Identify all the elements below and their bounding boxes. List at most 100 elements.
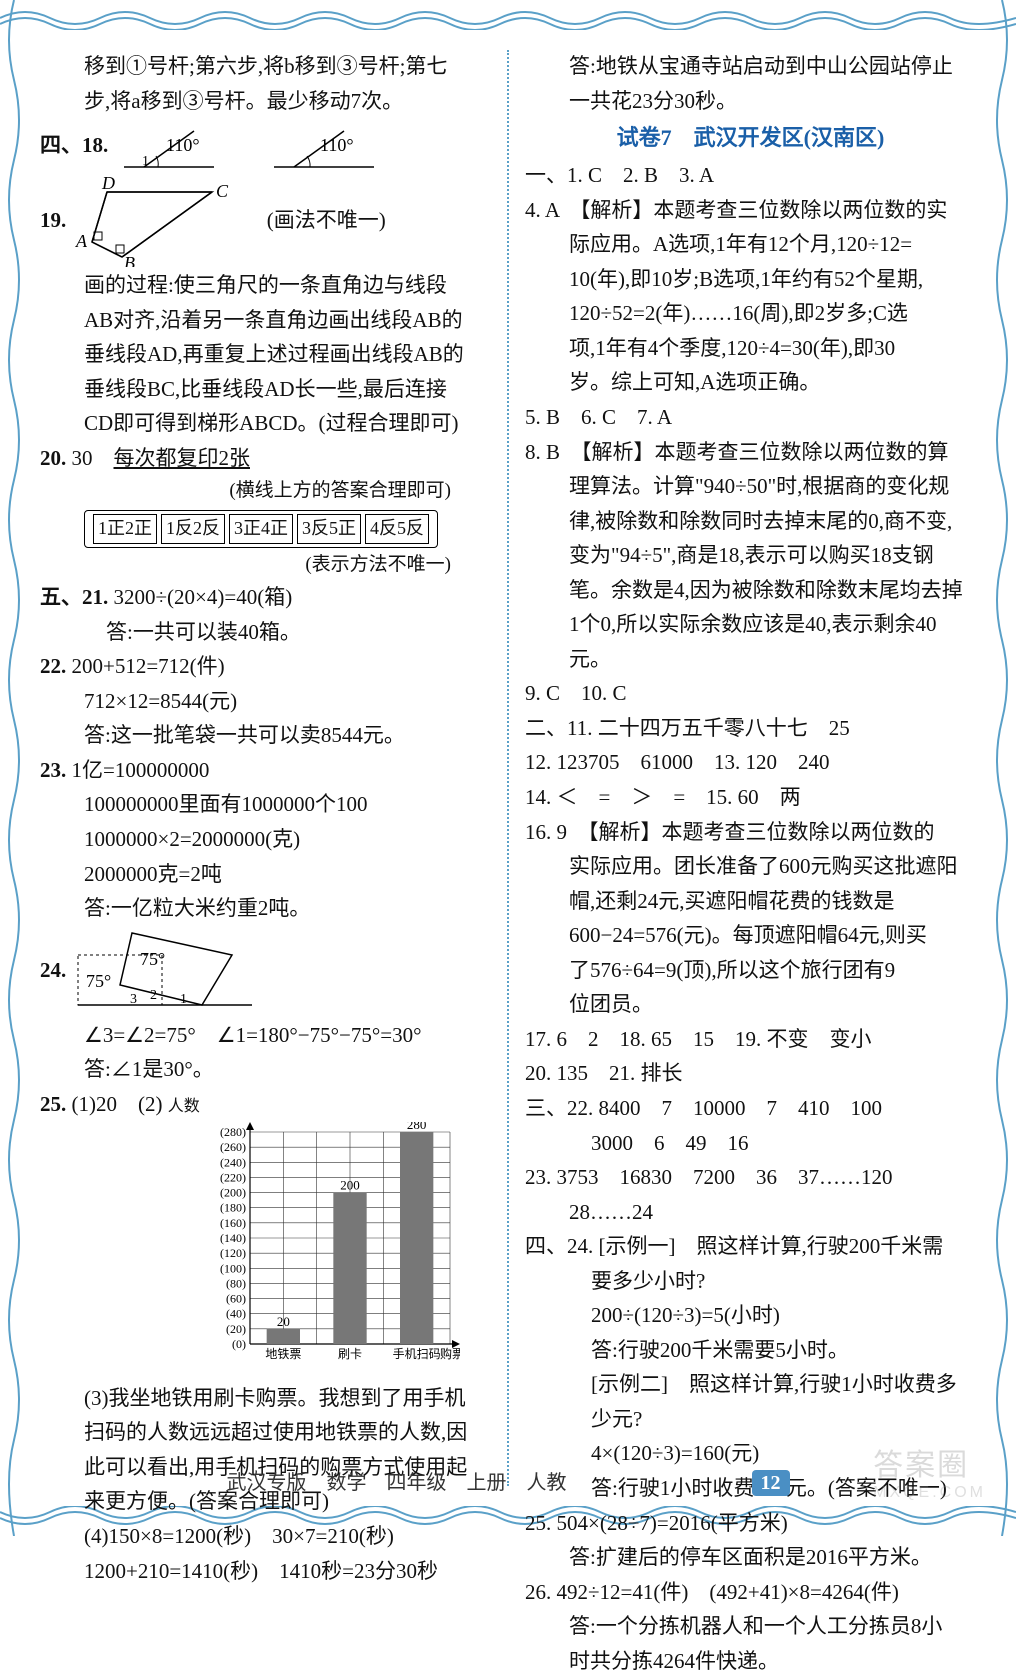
- svg-text:200: 200: [340, 1178, 360, 1193]
- text: 23. 3753 16830 7200 36 37……120: [525, 1161, 976, 1194]
- svg-text:1: 1: [180, 992, 187, 1007]
- text: 要多少小时?: [525, 1265, 976, 1298]
- svg-text:B: B: [124, 253, 135, 267]
- svg-text:(260): (260): [220, 1140, 246, 1154]
- text: 时共分拣4264件快递。: [525, 1645, 976, 1677]
- svg-text:(0): (0): [232, 1337, 246, 1351]
- angle-label-1: 1: [142, 154, 149, 169]
- text: 岁。综上可知,A选项正确。: [525, 366, 976, 399]
- left-column: 移到①号杆;第六步,将b移到③号杆;第七 步,将a移到③号杆。最少移动7次。 四…: [40, 50, 491, 1486]
- text: 1个0,所以实际余数应该是40,表示剩余40: [525, 608, 976, 641]
- svg-text:购票方式: 购票方式: [440, 1346, 460, 1361]
- text: 答:一亿粒大米约重2吨。: [40, 892, 491, 925]
- box: 4反5反: [365, 514, 429, 544]
- text: ∠3=∠2=75° ∠1=180°−75°−75°=30°: [40, 1019, 491, 1052]
- svg-text:20: 20: [277, 1314, 290, 1329]
- text: 二、11. 二十四万五千零八十七 25: [525, 712, 976, 745]
- text: 律,被除数和除数同时去掉末尾的0,商不变,: [525, 505, 976, 538]
- text: 移到①号杆;第六步,将b移到③号杆;第七: [40, 50, 491, 83]
- text: 答:一共可以装40箱。: [40, 616, 491, 649]
- text: 画的过程:使三角尺的一条直角边与线段: [40, 269, 491, 302]
- text: 3000 6 49 16: [525, 1127, 976, 1160]
- svg-text:地铁票: 地铁票: [265, 1347, 301, 1361]
- box: 1反2反: [161, 514, 225, 544]
- text: 实际应用。团长准备了600元购买这批遮阳: [525, 850, 976, 883]
- q25: 25. (1)20 (2) 人数: [40, 1088, 491, 1121]
- text: 笔。余数是4,因为被除数和除数末尾均去掉: [525, 574, 976, 607]
- q19: 19. D C A B (画法不唯一): [40, 177, 491, 267]
- text: (4)150×8=1200(秒) 30×7=210(秒): [40, 1520, 491, 1553]
- svg-text:A: A: [75, 231, 88, 251]
- text: 变为"94÷5",商是18,表示可以购买18支钢: [525, 539, 976, 572]
- angle-diagram-18: 110° 1 110°: [114, 119, 414, 175]
- copy-boxes: 1正2正1反2反3正4正3反5正4反5反: [84, 510, 438, 548]
- section-4-18: 四、18. 110° 1 110°: [40, 119, 491, 175]
- text: 4. A 【解析】本题考查三位数除以两位数的实: [525, 194, 976, 227]
- text: 26. 492÷12=41(件) (492+41)×8=4264(件): [525, 1576, 976, 1609]
- wave-top: [0, 0, 1016, 30]
- text: (3)我坐地铁用刷卡购票。我想到了用手机: [40, 1382, 491, 1415]
- footer-text: 武汉专版 数学 四年级 上册 人教: [227, 1472, 567, 1494]
- svg-text:(100): (100): [220, 1262, 246, 1276]
- angle-110b: 110°: [320, 135, 354, 155]
- text: 一、1. C 2. B 3. A: [525, 159, 976, 192]
- sec5-q21: 五、21. 3200÷(20×4)=40(箱): [40, 581, 491, 614]
- svg-text:(240): (240): [220, 1156, 246, 1170]
- svg-text:(120): (120): [220, 1246, 246, 1260]
- text: 120÷52=2(年)……16(周),即2岁多;C选: [525, 297, 976, 330]
- text: 垂线段AD,再重复上述过程画出线段AB的: [40, 338, 491, 371]
- q20: 20. 30 每次都复印2张: [40, 442, 491, 475]
- text: 三、22. 8400 7 10000 7 410 100: [525, 1092, 976, 1125]
- svg-text:(280): (280): [220, 1125, 246, 1139]
- svg-text:75°: 75°: [140, 949, 165, 969]
- text: [示例二] 照这样计算,行驶1小时收费多: [525, 1368, 976, 1401]
- svg-text:(60): (60): [226, 1292, 246, 1306]
- text: 12. 123705 61000 13. 120 240: [525, 746, 976, 779]
- note: (表示方法不唯一): [40, 550, 491, 579]
- box: 1正2正: [93, 514, 157, 544]
- svg-text:C: C: [216, 181, 229, 201]
- text: 200÷(120÷3)=5(小时): [525, 1299, 976, 1332]
- text: 712×12=8544(元): [40, 685, 491, 718]
- svg-text:3: 3: [130, 992, 137, 1007]
- text: 答:一个分拣机器人和一个人工分拣员8小: [525, 1610, 976, 1643]
- text: 一共花23分30秒。: [525, 85, 976, 118]
- text: 1200+210=1410(秒) 1410秒=23分30秒: [40, 1555, 491, 1588]
- svg-text:(180): (180): [220, 1201, 246, 1215]
- text: 10(年),即10岁;B选项,1年约有52个星期,: [525, 263, 976, 296]
- text: 答:行驶200千米需要5小时。: [525, 1334, 976, 1367]
- q22: 22. 200+512=712(件): [40, 650, 491, 683]
- text: 理算法。计算"940÷50"时,根据商的变化规: [525, 470, 976, 503]
- text: 答:这一批笔袋一共可以卖8544元。: [40, 719, 491, 752]
- text: 8. B 【解析】本题考查三位数除以两位数的算: [525, 436, 976, 469]
- svg-text:(220): (220): [220, 1171, 246, 1185]
- q24: 24. 75° 75° 3 2 1: [40, 927, 491, 1017]
- text: 答:扩建后的停车区面积是2016平方米。: [525, 1541, 976, 1574]
- text: 答:地铁从宝通寺站启动到中山公园站停止: [525, 50, 976, 83]
- box: 3反5正: [297, 514, 361, 544]
- text: 元。: [525, 643, 976, 676]
- text: 垂线段BC,比垂线段AD长一些,最后连接: [40, 373, 491, 406]
- text: 100000000里面有1000000个100: [40, 788, 491, 821]
- label: 19.: [40, 208, 66, 232]
- page-number: 12: [752, 1470, 790, 1496]
- note: (横线上方的答案合理即可): [40, 476, 491, 505]
- svg-text:2: 2: [150, 988, 157, 1003]
- text: 项,1年有4个季度,120÷4=30(年),即30: [525, 332, 976, 365]
- label: 四、18.: [40, 133, 108, 157]
- svg-text:D: D: [101, 177, 115, 193]
- content-columns: 移到①号杆;第六步,将b移到③号杆;第七 步,将a移到③号杆。最少移动7次。 四…: [40, 50, 976, 1486]
- svg-text:(200): (200): [220, 1186, 246, 1200]
- text: 步,将a移到③号杆。最少移动7次。: [40, 85, 491, 118]
- text: 14. ＜ = ＞ = 15. 60 两: [525, 781, 976, 814]
- right-column: 答:地铁从宝通寺站启动到中山公园站停止 一共花23分30秒。 试卷7 武汉开发区…: [525, 50, 976, 1486]
- text: 了576÷64=9(顶),所以这个旅行团有9: [525, 954, 976, 987]
- svg-text:(140): (140): [220, 1231, 246, 1245]
- wave-right: [992, 0, 1016, 1536]
- text: 17. 6 2 18. 65 15 19. 不变 变小: [525, 1023, 976, 1056]
- bar-chart: (280)(260)(240)(220)(200)(180)(160)(140)…: [200, 1122, 491, 1382]
- text: 帽,还剩24元,买遮阳帽花费的钱数是: [525, 885, 976, 918]
- text: 答:∠1是30°。: [40, 1053, 491, 1086]
- angle-110a: 110°: [166, 135, 200, 155]
- chart-ylabel: 人数: [168, 1098, 200, 1115]
